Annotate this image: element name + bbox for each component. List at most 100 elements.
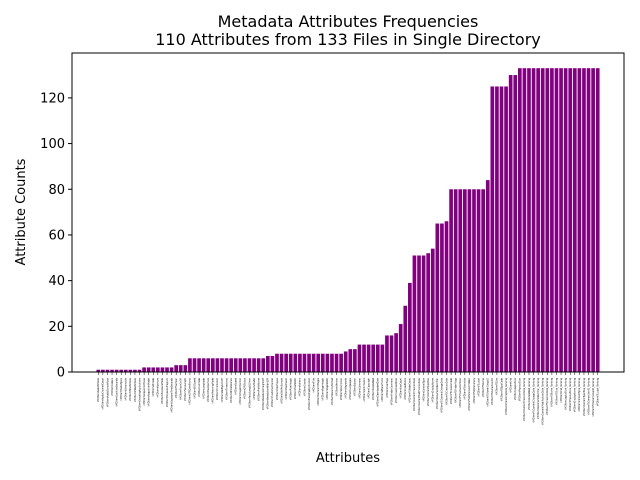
x-tick-label: kMDItemFSCreationDate_Ranking — [546, 377, 549, 414]
x-tick-label: kMDItemAperture — [157, 377, 160, 397]
bar-92 — [513, 75, 518, 372]
y-tick-label: 100 — [40, 137, 65, 152]
x-tick-label: kMDItemAltitude — [152, 377, 155, 396]
bar-5 — [114, 369, 119, 372]
bar-2 — [101, 369, 105, 372]
x-tick-label: kMDItemDisplayName — [432, 377, 435, 402]
x-tick-label: kMDItemFSOwnerGroupID — [487, 378, 490, 407]
bar-46 — [302, 353, 307, 372]
x-tick-label: kMDItemDownloadedDate — [377, 377, 380, 406]
bar-81 — [463, 189, 467, 372]
bar-38 — [265, 356, 270, 372]
bar-27 — [215, 358, 220, 372]
chart-title: Metadata Attributes Frequencies — [218, 12, 479, 31]
x-tick-label: kMDItemFSContentChangeDate_Ranking — [532, 377, 535, 422]
bar-83 — [472, 189, 476, 372]
bar-35 — [252, 358, 256, 372]
x-tick-label: kMDItemAcquisitionModel — [147, 378, 150, 407]
y-axis-ticks: 0 20 40 60 80 100 120 — [40, 91, 72, 381]
x-tick-label: kMDItemMediaTypes — [120, 377, 123, 400]
x-tick-label: kMDItemNumberOfPages — [317, 377, 320, 405]
bar-61 — [371, 344, 376, 372]
bar-11 — [142, 367, 146, 372]
y-axis-label: Attribute Counts — [14, 158, 29, 265]
bar-33 — [243, 358, 247, 372]
x-tick-label: kMDItemFSHasCustomIcon — [459, 377, 462, 407]
bar-63 — [380, 344, 385, 372]
bar-6 — [119, 369, 124, 372]
x-tick-label: kMDItemFocalLength — [184, 377, 187, 401]
x-tick-label: kMDItemLongitude — [202, 377, 205, 398]
x-tick-label: kMDItemVideoBitRate — [134, 377, 137, 402]
bars-group — [96, 68, 600, 373]
bar-3 — [105, 369, 110, 372]
y-tick-label: 0 — [57, 366, 65, 381]
bar-103 — [563, 68, 568, 372]
x-tick-label: kMDItemCopyright — [367, 378, 370, 399]
bar-99 — [545, 68, 550, 372]
x-tick-label: kMDItemPhysicalSize_Ranking — [569, 377, 572, 411]
bar-31 — [233, 358, 238, 372]
bar-70 — [412, 255, 417, 372]
x-tick-label: kMDItemResolutionHeightDPI — [262, 378, 265, 410]
x-tick-label: kMDItemRedEyeOnOff — [221, 378, 224, 403]
bar-14 — [156, 367, 160, 372]
bar-32 — [238, 358, 243, 372]
x-tick-label: kMDItemPixelCount — [285, 378, 288, 400]
bar-98 — [540, 68, 545, 372]
bar-45 — [298, 353, 302, 372]
bar-62 — [375, 344, 380, 372]
x-tick-label: kMDItemKeywords — [345, 377, 348, 398]
bar-39 — [270, 356, 275, 372]
bar-23 — [197, 358, 201, 372]
bar-91 — [508, 75, 513, 372]
bar-9 — [133, 369, 137, 372]
bar-104 — [568, 68, 573, 372]
x-tick-label: kMDItemFSOwnerUserID — [491, 378, 494, 405]
x-tick-label: kMDItemFNumber — [175, 378, 178, 398]
x-tick-label: kMDItemPageHeight — [322, 378, 325, 400]
x-tick-label: kMDItemSubject — [354, 378, 357, 396]
x-tick-label: kMDItemFSInvisible — [464, 377, 467, 399]
x-tick-label: kMDItemContentCreationDate — [413, 377, 416, 411]
x-tick-label: kMDItemCreator — [303, 378, 306, 396]
x-tick-label: kMDItemDurationSeconds — [115, 377, 118, 406]
bar-1 — [96, 369, 101, 372]
x-tick-label: kMDItemDocumentIdentifier_Ranking — [537, 377, 540, 419]
x-tick-label: kMDItemHasAlphaChannel — [271, 378, 274, 408]
bar-93 — [517, 68, 522, 372]
x-tick-label: kMDItemFSName — [482, 377, 485, 397]
x-tick-label: kMDItemTotalBitRate — [129, 377, 132, 401]
bar-58 — [357, 344, 362, 372]
x-tick-label: kMDItemComment — [358, 378, 361, 399]
x-tick-label: kMDItemFSNodeCount — [409, 378, 412, 403]
x-tick-label: kMDItemVersion — [335, 377, 338, 395]
bar-77 — [444, 221, 449, 372]
x-tick-label: kMDItemPixelHeight — [290, 378, 293, 400]
x-tick-label: kMDItemUsedDates — [404, 377, 407, 400]
bar-96 — [531, 68, 536, 372]
x-tick-label: kMDItemUserTags — [386, 377, 389, 398]
y-tick-label: 20 — [48, 320, 65, 335]
x-tick-label: kMDItemContributors — [363, 377, 366, 401]
x-axis-label: Attributes — [316, 451, 380, 466]
x-tick-label: kMDItemFSCreatorCode — [450, 377, 453, 404]
bar-69 — [408, 282, 412, 372]
bar-97 — [536, 68, 540, 372]
bar-51 — [325, 353, 330, 372]
x-tick-label: kMDItemFocalLength35mm — [248, 378, 251, 408]
bar-16 — [165, 367, 169, 372]
bar-28 — [220, 358, 224, 372]
x-tick-label: kMDItemGPSDateStamp — [189, 377, 192, 404]
bar-10 — [137, 369, 142, 372]
bar-76 — [440, 223, 444, 372]
y-tick-label: 120 — [40, 91, 65, 106]
bar-85 — [481, 189, 485, 372]
bar-54 — [339, 353, 343, 372]
bar-47 — [307, 353, 311, 372]
bar-106 — [577, 68, 582, 372]
x-tick-label: kMDItemContentType_Ranking — [578, 377, 581, 411]
bar-20 — [183, 365, 188, 372]
bar-36 — [256, 358, 261, 372]
